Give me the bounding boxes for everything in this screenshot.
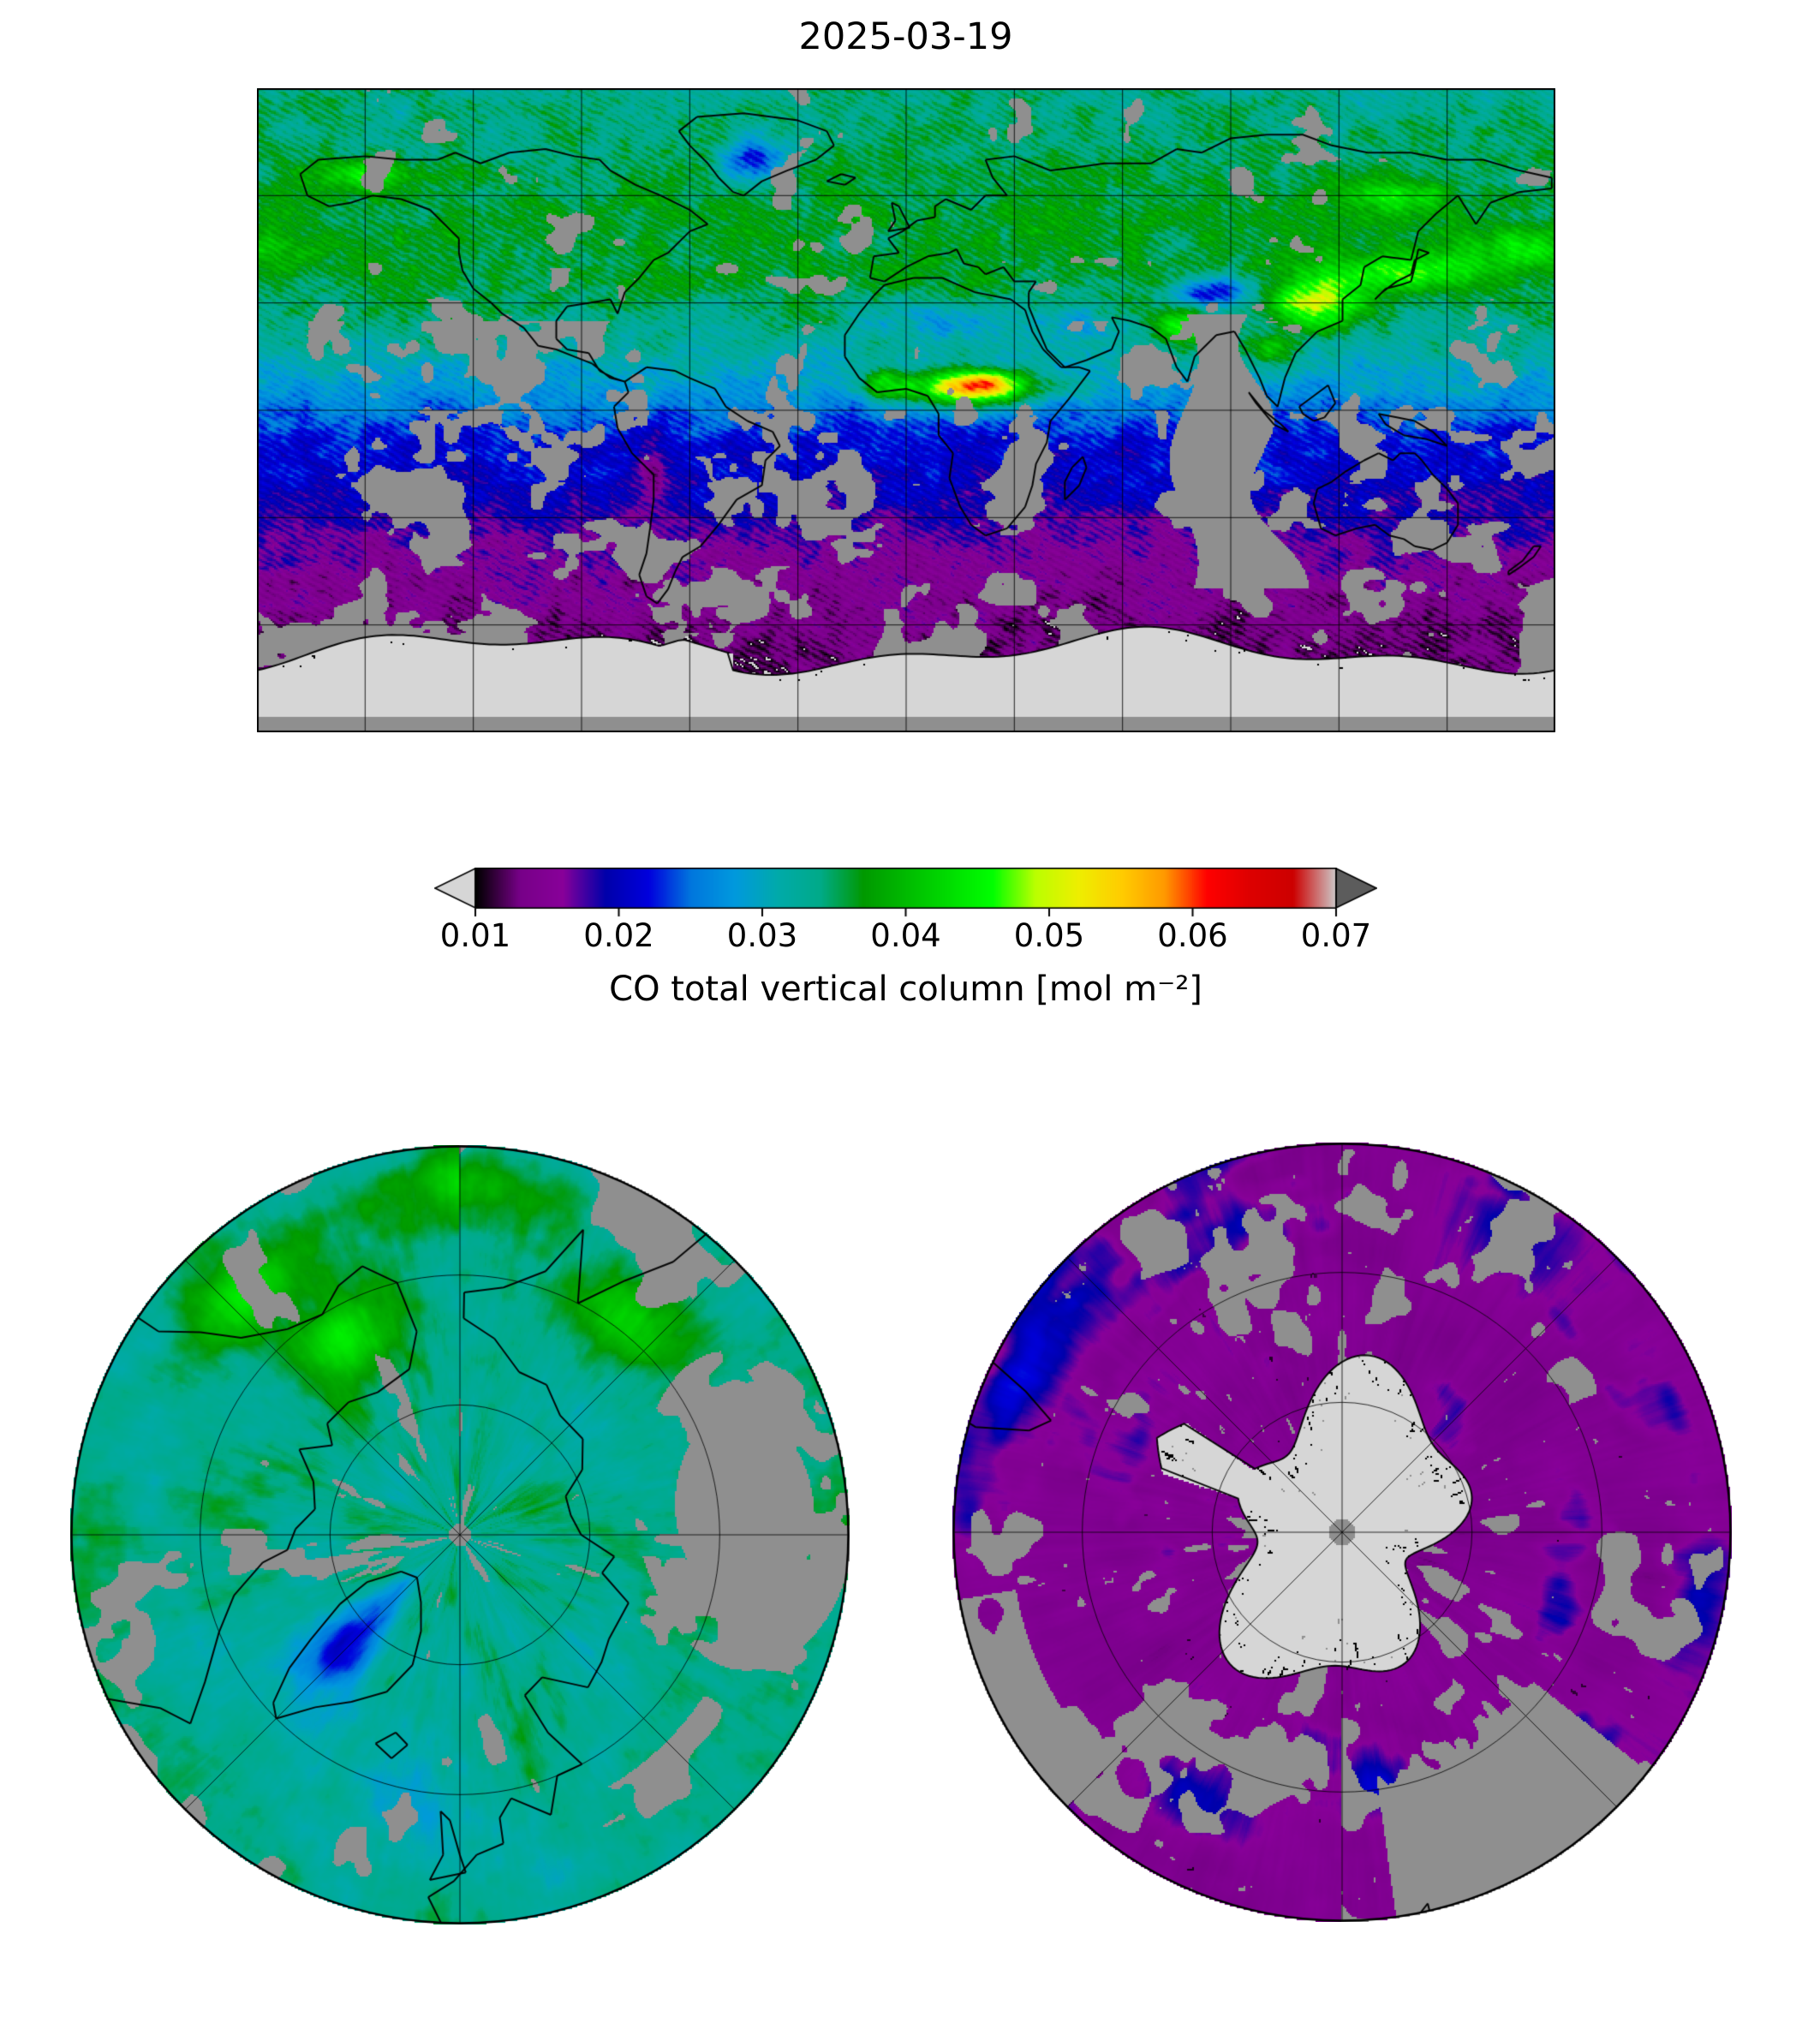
colorbar-tick-row: 0.01 0.02 0.03 0.04 0.05 0.06 0.07 bbox=[440, 917, 1371, 958]
south-polar-map bbox=[952, 1143, 1732, 1922]
colorbar-tick-label: 0.03 bbox=[726, 917, 798, 954]
colorbar-tick-label: 0.06 bbox=[1157, 917, 1228, 954]
global-map bbox=[257, 88, 1555, 732]
figure-title: 2025-03-19 bbox=[798, 15, 1013, 58]
north-polar-map bbox=[70, 1145, 850, 1925]
colorbar-tick-label: 0.02 bbox=[583, 917, 654, 954]
colorbar-tick-label: 0.05 bbox=[1013, 917, 1085, 954]
colorbar-gradient bbox=[434, 868, 1377, 919]
colorbar-tick-label: 0.01 bbox=[439, 917, 511, 954]
colorbar-tick-label: 0.07 bbox=[1300, 917, 1372, 954]
colorbar-label: CO total vertical column [mol m⁻²] bbox=[609, 970, 1202, 1009]
colorbar-tick-label: 0.04 bbox=[870, 917, 941, 954]
